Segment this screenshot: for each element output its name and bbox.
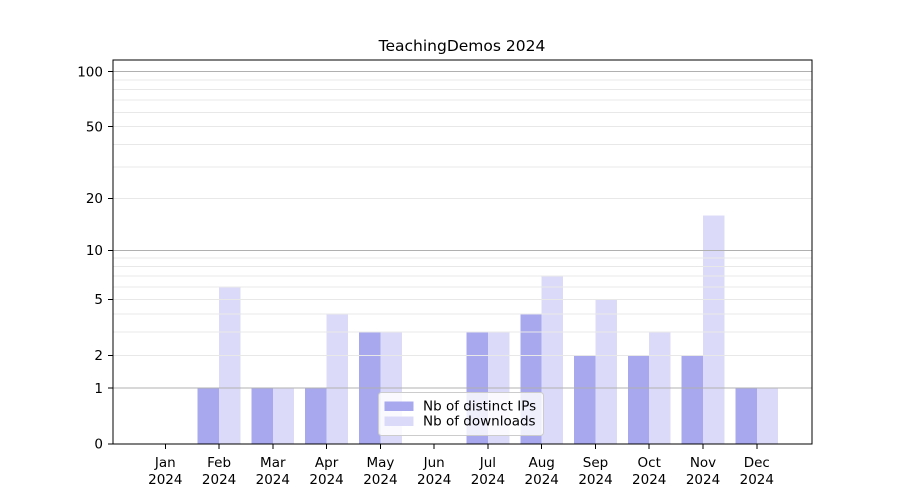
x-tick-label-year: 2024 xyxy=(632,472,666,488)
plot-border xyxy=(112,59,813,445)
legend-label-distinct-ips: Nb of distinct IPs xyxy=(423,399,536,415)
x-tick-label-month: Mar xyxy=(260,455,286,471)
bar-nb-of-distinct-ips-feb xyxy=(197,388,220,444)
bar-nb-of-distinct-ips-mar xyxy=(251,388,273,444)
y-axis: 0 1 2 5 10 20 50 100 xyxy=(77,64,113,453)
x-tick-label-year: 2024 xyxy=(309,472,343,488)
x-tick-label-year: 2024 xyxy=(256,472,290,488)
legend-label-downloads: Nb of downloads xyxy=(423,414,536,430)
bar-nb-of-downloads-dec xyxy=(756,388,779,444)
bar-nb-of-downloads-aug xyxy=(541,276,564,444)
y-tick-label: 2 xyxy=(94,348,103,364)
x-tick-label-month: Jun xyxy=(423,455,445,471)
x-tick-label-month: May xyxy=(366,455,394,471)
bar-nb-of-downloads-mar xyxy=(272,388,295,444)
x-tick-label-year: 2024 xyxy=(525,472,559,488)
y-tick-label: 100 xyxy=(77,64,103,80)
y-tick-label: 0 xyxy=(94,437,103,453)
bar-nb-of-distinct-ips-sep xyxy=(574,355,596,444)
x-tick-label-month: Dec xyxy=(744,455,770,471)
legend-swatch-downloads xyxy=(384,416,414,426)
legend-swatch-distinct-ips xyxy=(384,401,414,411)
x-tick-label-month: Oct xyxy=(638,455,661,471)
y-tick-label: 5 xyxy=(94,292,103,308)
y-tick-label: 1 xyxy=(94,381,103,397)
bar-nb-of-distinct-ips-dec xyxy=(735,388,757,444)
x-tick-label-year: 2024 xyxy=(363,472,397,488)
major-gridlines xyxy=(113,71,812,389)
y-tick-label: 20 xyxy=(86,191,103,207)
x-axis: Jan2024Feb2024Mar2024Apr2024May2024Jun20… xyxy=(148,444,774,488)
x-tick-label-year: 2024 xyxy=(148,472,182,488)
x-tick-label-year: 2024 xyxy=(417,472,451,488)
x-tick-label-month: Jan xyxy=(154,455,176,471)
x-tick-label-year: 2024 xyxy=(686,472,720,488)
x-tick-label-month: Aug xyxy=(529,455,555,471)
legend-box xyxy=(378,392,544,436)
x-tick-label-year: 2024 xyxy=(471,472,505,488)
x-tick-label-year: 2024 xyxy=(202,472,236,488)
bar-nb-of-downloads-apr xyxy=(326,314,348,444)
bar-nb-of-distinct-ips-nov xyxy=(681,355,703,444)
y-tick-label: 10 xyxy=(86,243,103,259)
x-tick-label-month: Jul xyxy=(479,455,496,471)
bar-nb-of-distinct-ips-oct xyxy=(627,355,650,444)
bar-nb-of-downloads-sep xyxy=(595,299,617,444)
x-tick-label-month: Feb xyxy=(207,455,231,471)
chart-title: TeachingDemos 2024 xyxy=(378,37,546,55)
x-tick-label-year: 2024 xyxy=(578,472,612,488)
x-tick-label-month: Apr xyxy=(315,455,339,471)
bar-nb-of-downloads-feb xyxy=(219,287,241,444)
x-tick-label-year: 2024 xyxy=(740,472,774,488)
bar-nb-of-distinct-ips-apr xyxy=(305,388,327,444)
x-tick-label-month: Sep xyxy=(583,455,608,471)
minor-gridlines xyxy=(113,79,812,356)
y-tick-label: 50 xyxy=(86,119,103,135)
x-tick-label-month: Nov xyxy=(690,455,716,471)
bar-nb-of-downloads-nov xyxy=(703,215,725,444)
legend: Nb of distinct IPs Nb of downloads xyxy=(378,392,544,436)
